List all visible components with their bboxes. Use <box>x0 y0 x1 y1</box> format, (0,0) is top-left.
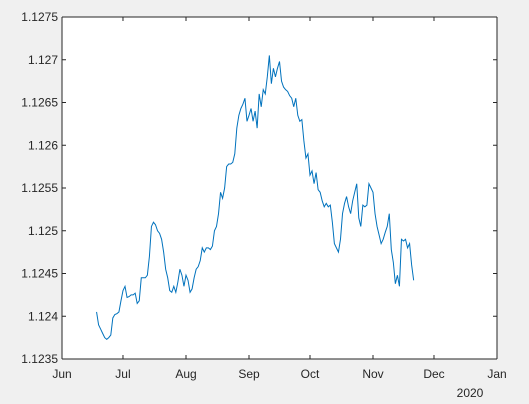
x-tick-label: Dec <box>423 367 444 381</box>
y-tick-label: 1.1245 <box>21 267 58 281</box>
x-tick-label: Nov <box>362 367 383 381</box>
x-tick-label: Aug <box>175 367 196 381</box>
x-axis-secondary-label: 2020 <box>457 386 484 400</box>
axes-background <box>62 17 497 359</box>
y-tick-label: 1.1255 <box>21 181 58 195</box>
series-group <box>96 55 415 340</box>
x-tick-label: Jul <box>115 367 130 381</box>
y-tick-label: 1.1275 <box>21 10 58 24</box>
y-tick-label: 1.1235 <box>21 352 58 366</box>
x-tick-label: Oct <box>301 367 320 381</box>
x-axis-ticks: Jun Jul Aug Sep Oct Nov Dec Jan <box>52 17 507 381</box>
y-axis-ticks: 1.1235 1.124 1.1245 1.125 1.1255 1.126 1.1265 1… <box>21 10 497 366</box>
y-tick-label: 1.126 <box>28 138 58 152</box>
y-tick-label: 1.1265 <box>21 96 58 110</box>
x-tick-label: Jan <box>487 367 506 381</box>
y-tick-label: 1.124 <box>28 309 58 323</box>
y-tick-label: 1.127 <box>28 53 58 67</box>
y-tick-label: 1.125 <box>28 224 58 238</box>
x-tick-label: Sep <box>238 367 260 381</box>
series-line <box>96 55 415 340</box>
x-tick-label: Jun <box>52 367 71 381</box>
